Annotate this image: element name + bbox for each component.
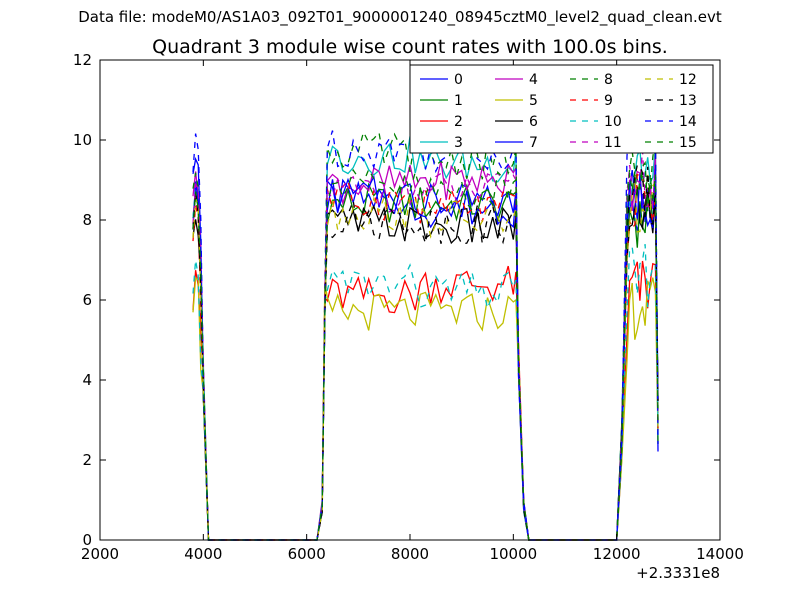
series-line-15	[192, 160, 659, 541]
series-line-7	[192, 168, 659, 541]
series-line-4	[192, 154, 659, 541]
x-tick-label: 2000	[81, 545, 119, 563]
y-tick-label: 6	[82, 291, 92, 309]
y-tick-label: 2	[82, 451, 92, 469]
legend-label-14: 14	[679, 114, 697, 130]
series-line-10	[192, 243, 659, 541]
legend-box	[409, 64, 714, 154]
legend-label-13: 13	[679, 93, 697, 109]
y-tick-label: 8	[82, 211, 92, 229]
plot-lines	[192, 103, 659, 541]
chart-title: Quadrant 3 module wise count rates with …	[152, 36, 668, 58]
y-tick-label: 10	[73, 131, 92, 149]
x-tick-label: 4000	[184, 545, 222, 563]
legend-label-6: 6	[529, 114, 538, 130]
x-tick-label: 8000	[391, 545, 429, 563]
series-line-6	[192, 186, 659, 541]
series-line-3	[192, 136, 659, 541]
figure-suptitle: Data file: modeM0/AS1A03_092T01_90000012…	[78, 8, 722, 26]
series-line-2	[192, 260, 659, 541]
legend-label-9: 9	[604, 93, 613, 109]
legend-label-2: 2	[454, 114, 463, 130]
x-tick-label: 12000	[593, 545, 641, 563]
series-line-11	[192, 149, 659, 541]
series-line-13	[192, 164, 659, 541]
legend-label-8: 8	[604, 72, 613, 88]
x-axis: 2000 4000 6000 8000 10000 12000 14000	[81, 60, 744, 563]
x-offset-label: +2.3331e8	[636, 564, 720, 582]
legend-label-11: 11	[604, 135, 622, 151]
series-line-14	[192, 103, 659, 541]
legend-label-10: 10	[604, 114, 622, 130]
series-line-8	[192, 130, 659, 541]
legend-label-12: 12	[679, 72, 697, 88]
legend-label-5: 5	[529, 93, 538, 109]
series-line-5	[192, 277, 659, 541]
legend-label-3: 3	[454, 135, 463, 151]
x-tick-label: 14000	[696, 545, 744, 563]
x-tick-label: 6000	[288, 545, 326, 563]
legend-label-7: 7	[529, 135, 538, 151]
y-tick-label: 0	[82, 531, 92, 549]
x-tick-label: 10000	[489, 545, 537, 563]
series-line-12	[192, 172, 659, 541]
y-tick-label: 4	[82, 371, 92, 389]
legend-label-15: 15	[679, 135, 697, 151]
series-line-9	[192, 173, 659, 541]
legend-label-0: 0	[454, 72, 463, 88]
y-tick-label: 12	[73, 51, 92, 69]
legend-label-4: 4	[529, 72, 538, 88]
legend-label-1: 1	[454, 93, 463, 109]
